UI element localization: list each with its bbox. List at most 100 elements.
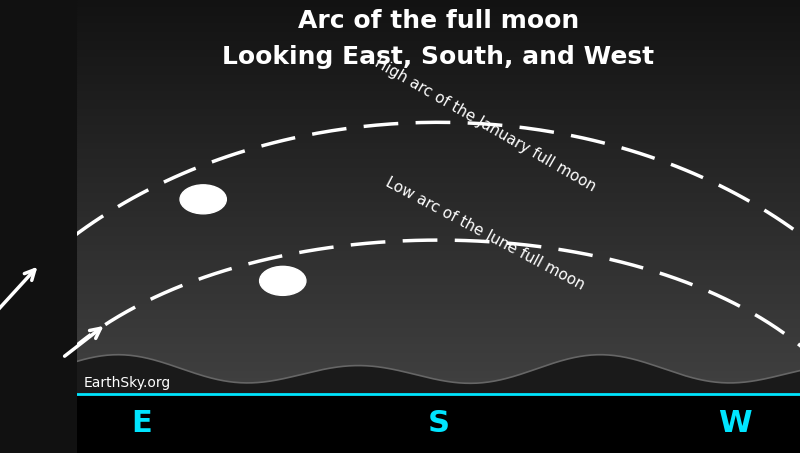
Bar <box>77 274 800 276</box>
Bar <box>77 351 800 353</box>
Bar <box>77 183 800 186</box>
Bar <box>77 43 800 45</box>
Bar <box>77 16 800 18</box>
Bar <box>77 317 800 319</box>
Bar <box>77 25 800 27</box>
Bar <box>77 412 800 414</box>
Bar <box>77 270 800 272</box>
Bar <box>77 179 800 181</box>
Bar <box>77 18 800 20</box>
Bar <box>77 29 800 32</box>
Bar <box>77 367 800 369</box>
Bar <box>77 419 800 421</box>
Bar <box>77 208 800 211</box>
Bar <box>77 88 800 91</box>
Bar <box>77 421 800 424</box>
Bar <box>77 195 800 197</box>
Bar <box>77 263 800 265</box>
Bar <box>77 39 800 41</box>
Bar <box>77 32 800 34</box>
Bar <box>77 285 800 288</box>
Bar <box>77 433 800 435</box>
Bar <box>77 322 800 324</box>
Bar <box>77 23 800 25</box>
Bar <box>77 95 800 97</box>
Bar <box>77 292 800 294</box>
Bar <box>77 238 800 240</box>
Bar <box>77 326 800 328</box>
Bar <box>77 59 800 61</box>
Bar <box>77 288 800 290</box>
Bar <box>77 168 800 170</box>
Bar <box>77 217 800 220</box>
Bar <box>77 437 800 439</box>
Bar <box>77 181 800 183</box>
Bar <box>77 70 800 72</box>
Bar <box>77 122 800 125</box>
Bar <box>77 308 800 310</box>
Bar <box>77 267 800 270</box>
Text: S: S <box>427 409 450 438</box>
Bar <box>77 131 800 134</box>
Text: W: W <box>718 409 752 438</box>
Bar <box>77 156 800 159</box>
Bar <box>77 299 800 301</box>
Bar <box>77 405 800 408</box>
Bar <box>77 258 800 260</box>
Bar <box>77 165 800 168</box>
Bar <box>77 54 800 57</box>
Bar <box>77 430 800 433</box>
Bar <box>77 394 800 396</box>
Bar <box>77 349 800 351</box>
Bar <box>77 233 800 236</box>
Bar <box>77 106 800 109</box>
Bar <box>77 333 800 335</box>
Bar <box>77 120 800 122</box>
Bar <box>77 109 800 111</box>
Bar <box>77 279 800 281</box>
Bar <box>77 97 800 100</box>
Bar <box>77 213 800 215</box>
Bar <box>77 154 800 156</box>
Bar <box>77 385 800 387</box>
Bar <box>77 324 800 326</box>
Bar <box>77 251 800 254</box>
Bar <box>77 376 800 378</box>
Bar <box>77 211 800 213</box>
Bar <box>77 45 800 48</box>
Bar <box>77 401 800 403</box>
Bar <box>77 104 800 106</box>
Bar <box>77 145 800 147</box>
Bar <box>77 335 800 337</box>
Bar <box>77 301 800 304</box>
Bar <box>77 100 800 102</box>
Bar <box>77 127 800 129</box>
Bar <box>77 72 800 75</box>
Bar <box>77 143 800 145</box>
Bar <box>77 426 800 428</box>
Bar <box>77 371 800 374</box>
Bar <box>77 340 800 342</box>
Bar <box>77 20 800 23</box>
Bar <box>77 138 800 140</box>
Bar <box>77 206 800 208</box>
Bar <box>77 297 800 299</box>
Text: EarthSky.org: EarthSky.org <box>84 376 171 390</box>
Circle shape <box>260 266 306 295</box>
Bar <box>77 215 800 217</box>
Text: Low arc of the June full moon: Low arc of the June full moon <box>383 174 587 292</box>
Bar <box>77 147 800 149</box>
Bar <box>77 383 800 385</box>
Bar <box>77 369 800 371</box>
Bar <box>77 41 800 43</box>
Bar <box>77 93 800 95</box>
Bar <box>77 428 800 430</box>
Bar <box>77 27 800 29</box>
Bar <box>77 36 800 39</box>
Bar <box>77 48 800 50</box>
Bar <box>77 197 800 199</box>
Bar <box>77 448 800 451</box>
Text: Looking East, South, and West: Looking East, South, and West <box>222 45 654 69</box>
Bar <box>77 356 800 358</box>
Bar <box>77 414 800 417</box>
